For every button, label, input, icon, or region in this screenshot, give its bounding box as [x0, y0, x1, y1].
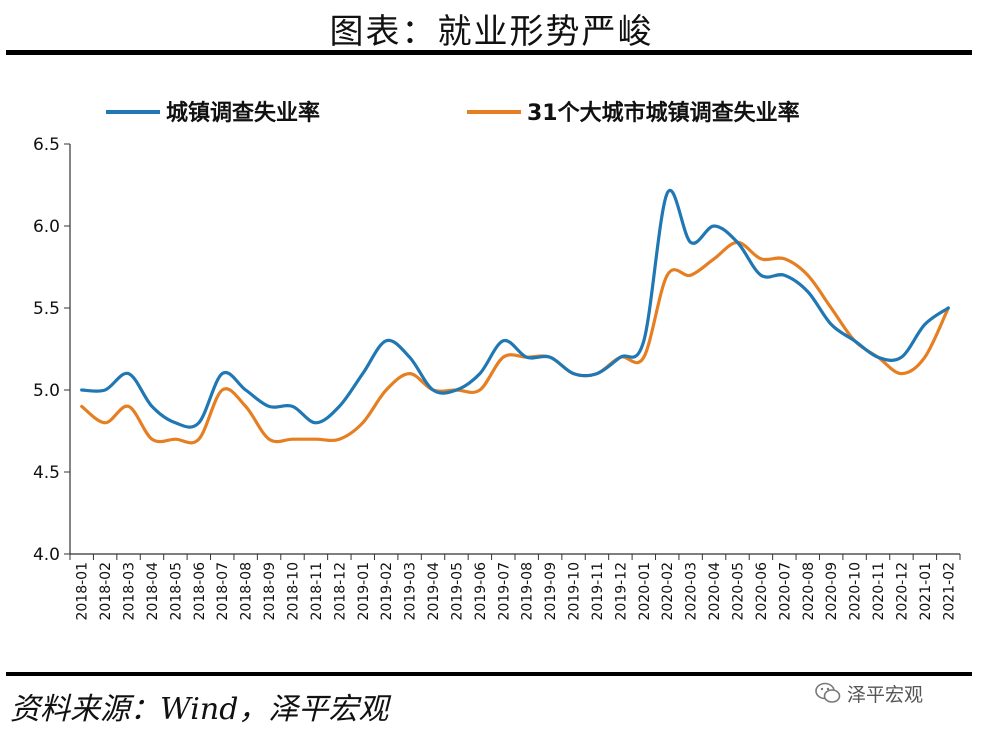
x-tick-label: 2018-01	[75, 562, 91, 621]
x-tick-label: 2019-11	[590, 562, 606, 621]
x-tick-label: 2018-09	[262, 562, 278, 621]
x-tick-label: 2018-12	[332, 562, 348, 621]
x-tick-label: 2020-07	[777, 562, 793, 621]
legend-label-series-1: 城镇调查失业率	[166, 100, 320, 126]
watermark-label: 泽平宏观	[847, 683, 924, 706]
bottom-rule	[6, 672, 972, 676]
x-tick-label: 2019-12	[613, 562, 629, 621]
wechat-icon	[815, 682, 841, 703]
x-tick-label: 2018-03	[122, 562, 138, 621]
x-tick-label: 2020-01	[637, 562, 653, 621]
x-tick-label: 2020-10	[848, 562, 864, 621]
x-tick-label: 2018-04	[145, 562, 161, 621]
series-line-2	[80, 240, 950, 445]
watermark: 泽平宏观	[815, 678, 923, 708]
x-tick-label: 2019-10	[567, 562, 583, 621]
x-tick-label: 2019-07	[496, 562, 512, 621]
axes: 4.0 4.5 5.0 5.5 6.0 6.5 2018-01 2018-02 2018-03 2…	[33, 135, 961, 621]
x-tick-label: 2019-02	[379, 562, 395, 621]
y-tick-label: 4.5	[33, 463, 60, 483]
x-tick-label: 2018-08	[239, 562, 255, 621]
y-tick-label: 6.0	[33, 217, 60, 237]
y-tick-label: 4.0	[33, 545, 60, 565]
x-tick-label: 2020-06	[754, 562, 770, 621]
x-tick-label: 2019-06	[473, 562, 489, 621]
source-note: 资料来源：Wind，泽平宏观	[10, 692, 389, 727]
x-tick-label: 2018-02	[98, 562, 114, 621]
chart-title: 图表：就业形势严峻	[329, 12, 654, 52]
x-tick-label: 2018-10	[286, 562, 302, 621]
y-tick-label: 6.5	[33, 135, 60, 155]
y-tick-label: 5.5	[33, 299, 60, 319]
line-chart: 城镇调查失业率 31个大城市城镇调查失业率 4.0 4.5 5.0 5.5 6.0 6.5…	[33, 100, 961, 621]
x-tick-label: 2019-04	[426, 562, 442, 621]
x-tick-label: 2019-09	[543, 562, 559, 621]
x-tick-label: 2020-05	[731, 562, 747, 621]
x-tick-label: 2019-08	[520, 562, 536, 621]
x-tick-label: 2020-12	[894, 562, 910, 621]
x-tick-label: 2020-11	[871, 562, 887, 621]
legend: 城镇调查失业率 31个大城市城镇调查失业率	[106, 100, 800, 126]
x-tick-label: 2020-02	[660, 562, 676, 621]
x-tick-label: 2020-09	[824, 562, 840, 621]
x-tick-label: 2020-04	[707, 562, 723, 621]
x-tick-label: 2018-05	[168, 562, 184, 621]
x-tick-label: 2019-01	[356, 562, 372, 621]
x-tick-label: 2018-06	[192, 562, 208, 621]
series-line-1	[80, 188, 950, 429]
top-rule	[6, 50, 972, 55]
x-tick-label: 2018-11	[309, 562, 325, 621]
x-tick-label: 2020-08	[801, 562, 817, 621]
x-tick-label: 2019-03	[403, 562, 419, 621]
legend-label-series-2: 31个大城市城镇调查失业率	[527, 100, 800, 126]
plot-area	[80, 188, 950, 445]
x-tick-label: 2019-05	[449, 562, 465, 621]
y-tick-label: 5.0	[33, 381, 60, 401]
x-tick-label: 2018-07	[215, 562, 231, 621]
x-tick-label: 2021-01	[918, 562, 934, 621]
x-tick-label: 2021-02	[941, 562, 957, 621]
x-tick-label: 2020-03	[684, 562, 700, 621]
